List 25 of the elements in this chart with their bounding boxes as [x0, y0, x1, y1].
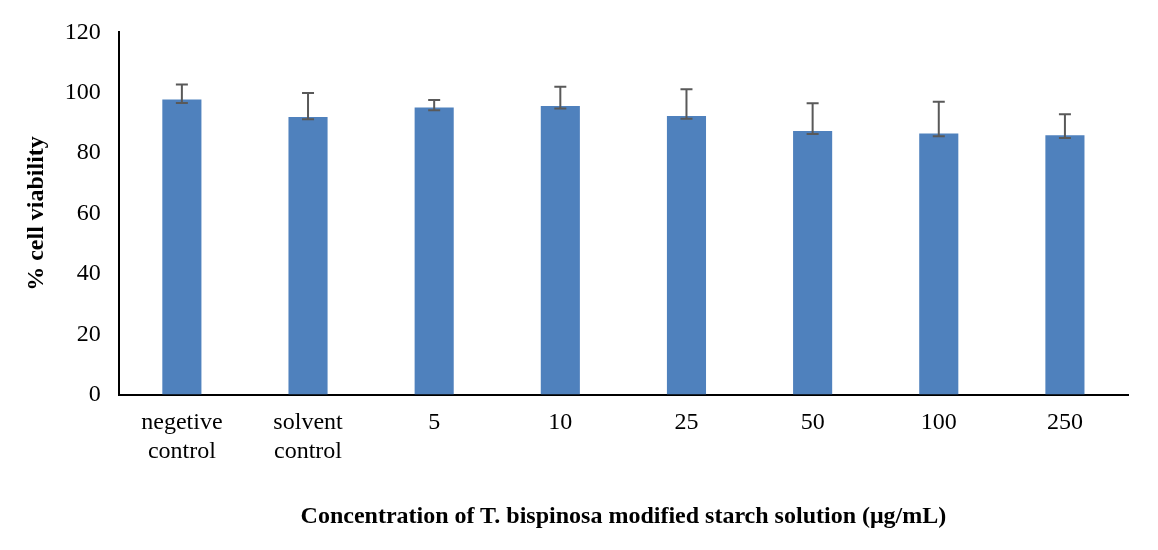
- bar: [666, 116, 707, 395]
- y-tick-label: 0: [88, 379, 101, 406]
- bar: [162, 99, 202, 395]
- y-axis-title: % cell viability: [21, 136, 48, 291]
- x-tick-label: 5: [428, 408, 441, 435]
- x-tick-label: 25: [674, 408, 699, 435]
- x-tick-label: 100: [920, 408, 957, 435]
- y-tick-label: 100: [64, 78, 101, 105]
- bar: [919, 133, 959, 395]
- y-tick-label: 120: [64, 17, 101, 44]
- x-tick-label: 10: [548, 408, 573, 435]
- y-tick-label: 80: [76, 138, 101, 165]
- x-axis-title: Concentration of T. bispinosa modified starch solution (μg/mL): [300, 501, 947, 528]
- x-tick-label: 250: [1046, 408, 1083, 435]
- bar: [540, 106, 580, 395]
- bar: [288, 116, 328, 395]
- y-tick-label: 40: [76, 259, 101, 286]
- y-tick-label: 60: [76, 198, 101, 225]
- bar: [793, 131, 833, 395]
- x-tick-label: solvent control: [273, 408, 344, 464]
- y-tick-label: 20: [76, 319, 101, 346]
- x-tick-label: 50: [800, 408, 825, 435]
- bar: [1045, 135, 1085, 395]
- bar: [414, 107, 454, 395]
- x-tick-label: negetive control: [141, 408, 223, 464]
